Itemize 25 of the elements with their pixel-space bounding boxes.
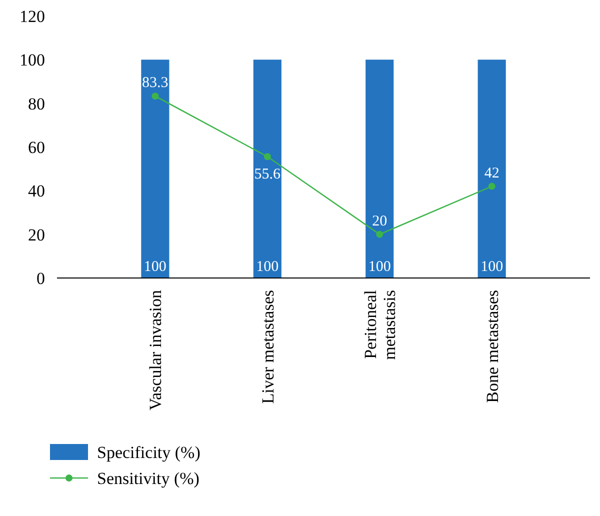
legend-label: Specificity (%) bbox=[97, 443, 200, 462]
y-tick-label: 0 bbox=[36, 269, 45, 288]
y-tick-label: 20 bbox=[28, 225, 45, 244]
data-label: 100 bbox=[256, 259, 279, 275]
data-label: 100 bbox=[480, 259, 504, 275]
data-label: 20 bbox=[372, 213, 388, 230]
y-tick-label: 60 bbox=[28, 138, 45, 157]
y-tick-label: 40 bbox=[28, 182, 45, 201]
legend-label: Sensitivity (%) bbox=[97, 469, 200, 488]
y-tick-label: 120 bbox=[20, 7, 45, 26]
point bbox=[264, 153, 271, 160]
data-label: 55.6 bbox=[254, 166, 282, 183]
point bbox=[376, 230, 384, 238]
point bbox=[488, 182, 496, 190]
x-tick-label: Vascular invasion bbox=[146, 290, 166, 410]
x-tick-label: Bone metastases bbox=[482, 290, 502, 403]
point bbox=[152, 92, 159, 100]
data-label: 42 bbox=[484, 165, 500, 182]
x-tick-label: Peritoneal metastasis bbox=[361, 290, 400, 360]
y-tick-label: 100 bbox=[20, 50, 45, 70]
data-label: 83.3 bbox=[142, 75, 168, 92]
data-label: 100 bbox=[368, 259, 391, 275]
x-tick-label: Liver metastases bbox=[258, 290, 278, 404]
y-tick-label: 80 bbox=[28, 94, 45, 114]
data-label: 100 bbox=[144, 259, 166, 275]
